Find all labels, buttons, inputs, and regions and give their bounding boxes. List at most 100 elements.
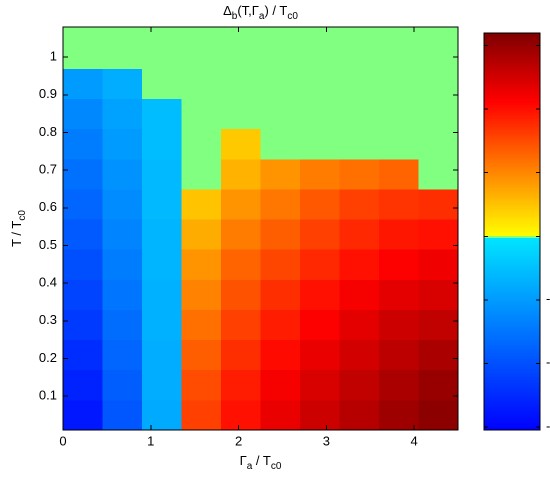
heatmap-cell: [63, 68, 103, 100]
colorbar-swatch: [484, 416, 540, 419]
colorbar-swatch: [484, 209, 540, 213]
heatmap-cell: [379, 309, 419, 341]
colorbar-swatch: [484, 291, 540, 294]
colorbar-swatch: [484, 201, 540, 205]
chart-title-part: a: [259, 11, 265, 22]
colorbar-swatch: [484, 142, 540, 145]
colorbar-swatch: [484, 261, 540, 264]
colorbar-swatch: [484, 146, 540, 149]
heatmap-cell: [102, 399, 143, 431]
heatmap-cell: [418, 339, 459, 371]
colorbar-swatch: [484, 396, 540, 399]
heatmap-cell: [260, 339, 301, 371]
colorbar-swatch: [484, 398, 540, 401]
colorbar-swatch: [484, 384, 540, 387]
colorbar-swatch: [484, 132, 540, 135]
colorbar-swatch: [484, 140, 540, 143]
colorbar-swatch: [484, 193, 540, 197]
colorbar-swatch: [484, 370, 540, 373]
colorbar-swatch: [484, 164, 540, 167]
colorbar-swatch: [484, 253, 540, 256]
colorbar-swatch: [484, 362, 540, 365]
colorbar-swatch: [484, 223, 540, 227]
colorbar-swatch: [484, 328, 540, 332]
heatmap-cell: [300, 399, 340, 431]
heatmap-cell: [181, 279, 222, 310]
heatmap-cell: [102, 188, 143, 220]
colorbar-swatch: [484, 422, 540, 425]
heatmap-cell: [142, 188, 182, 220]
heatmap-cell: [260, 158, 301, 190]
heatmap-cell: [221, 399, 261, 431]
colorbar-swatch: [484, 426, 540, 429]
colorbar-swatch: [484, 38, 540, 42]
heatmap-cell: [142, 158, 182, 190]
colorbar-swatch: [484, 169, 540, 173]
colorbar-swatch: [484, 281, 540, 284]
colorbar-swatch: [484, 72, 540, 76]
colorbar-swatch: [484, 243, 540, 246]
heatmap-cell: [102, 369, 143, 401]
heatmap-cell: [221, 309, 261, 341]
colorbar-swatch: [484, 152, 540, 155]
heatmap-cell: [379, 27, 419, 69]
heatmap-cell: [102, 158, 143, 190]
colorbar-swatch: [484, 213, 540, 217]
colorbar-swatch: [484, 90, 540, 94]
colorbar-swatch: [484, 233, 540, 236]
heatmap-cell: [379, 158, 419, 190]
y-tick-label: 0.4: [39, 275, 57, 290]
heatmap-cell: [63, 279, 103, 310]
heatmap-cell: [339, 309, 380, 341]
colorbar-swatch: [484, 418, 540, 421]
heatmap-cell: [379, 128, 419, 160]
heatmap-cell: [260, 309, 301, 341]
colorbar-swatch: [484, 54, 540, 58]
colorbar-swatch: [484, 275, 540, 278]
heatmap-cell: [181, 339, 222, 371]
heatmap-cell: [63, 339, 103, 371]
colorbar-swatch: [484, 358, 540, 362]
heatmap-cell: [63, 249, 103, 280]
colorbar-swatch: [484, 316, 540, 320]
heatmap-cell: [379, 68, 419, 100]
heatmap-cell: [63, 128, 103, 160]
colorbar-swatch: [484, 241, 540, 244]
colorbar-swatch: [484, 130, 540, 133]
heatmap-cell: [221, 188, 261, 220]
colorbar-swatch: [484, 249, 540, 252]
colorbar-swatch: [484, 332, 540, 336]
colorbar-swatch: [484, 368, 540, 371]
heatmap-cell: [300, 339, 340, 371]
colorbar-swatch: [484, 181, 540, 185]
heatmap-cell: [260, 369, 301, 401]
heatmap-cell: [379, 98, 419, 130]
colorbar-swatch: [484, 390, 540, 393]
colorbar-swatch: [484, 42, 540, 46]
colorbar-swatch: [484, 293, 540, 296]
heatmap-cell: [300, 279, 340, 310]
colorbar-swatch: [484, 277, 540, 280]
heatmap-cell: [63, 309, 103, 341]
heatmap-cell: [102, 68, 143, 100]
colorbar-swatch: [484, 348, 540, 352]
colorbar-swatch: [484, 207, 540, 211]
y-axis-label-part: T / T: [9, 221, 24, 247]
heatmap-cell: [142, 128, 182, 160]
y-axis-label: T / Tc0: [9, 210, 27, 247]
heatmap-cell: [181, 68, 222, 100]
heatmap-cell: [418, 249, 459, 280]
x-tick-label: 2: [235, 433, 242, 448]
colorbar-swatch: [484, 199, 540, 203]
colorbar-swatch: [484, 267, 540, 270]
colorbar-swatch: [484, 221, 540, 225]
colorbar-swatch: [484, 342, 540, 346]
colorbar-swatch: [484, 322, 540, 326]
colorbar-tick-label: -0.2: [546, 291, 550, 306]
heatmap-cell: [221, 98, 261, 130]
y-tick-label: 0.3: [39, 312, 57, 327]
heatmap-cell: [260, 98, 301, 130]
colorbar-swatch: [484, 104, 540, 107]
y-tick-label: 0.9: [39, 86, 57, 101]
